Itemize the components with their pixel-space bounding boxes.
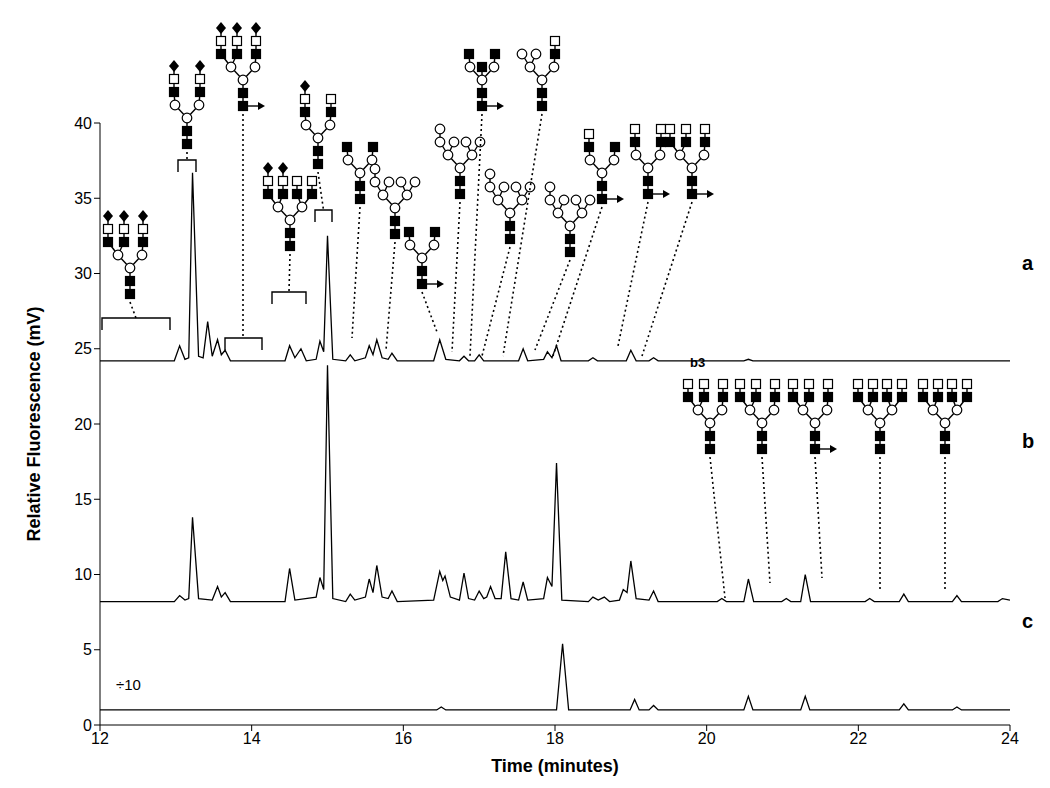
svg-text:20: 20 bbox=[74, 416, 92, 433]
svg-text:5: 5 bbox=[83, 641, 92, 658]
svg-text:18: 18 bbox=[546, 730, 564, 747]
svg-text:24: 24 bbox=[1001, 730, 1019, 747]
svg-text:12: 12 bbox=[91, 730, 109, 747]
svg-text:Relative Fluorescence (mV): Relative Fluorescence (mV) bbox=[24, 306, 44, 541]
svg-text:22: 22 bbox=[849, 730, 867, 747]
svg-text:15: 15 bbox=[74, 491, 92, 508]
svg-text:16: 16 bbox=[394, 730, 412, 747]
svg-text:10: 10 bbox=[74, 566, 92, 583]
svg-text:b3: b3 bbox=[690, 355, 705, 370]
svg-text:Time (minutes): Time (minutes) bbox=[491, 756, 619, 776]
svg-text:20: 20 bbox=[698, 730, 716, 747]
svg-text:b: b bbox=[1022, 430, 1034, 452]
svg-text:c: c bbox=[1022, 610, 1033, 632]
svg-text:a: a bbox=[1022, 252, 1034, 274]
svg-text:25: 25 bbox=[74, 340, 92, 357]
svg-text:35: 35 bbox=[74, 190, 92, 207]
svg-text:0: 0 bbox=[83, 717, 92, 734]
svg-text:30: 30 bbox=[74, 265, 92, 282]
svg-text:14: 14 bbox=[243, 730, 261, 747]
svg-text:÷10: ÷10 bbox=[116, 676, 141, 693]
svg-text:40: 40 bbox=[74, 115, 92, 132]
